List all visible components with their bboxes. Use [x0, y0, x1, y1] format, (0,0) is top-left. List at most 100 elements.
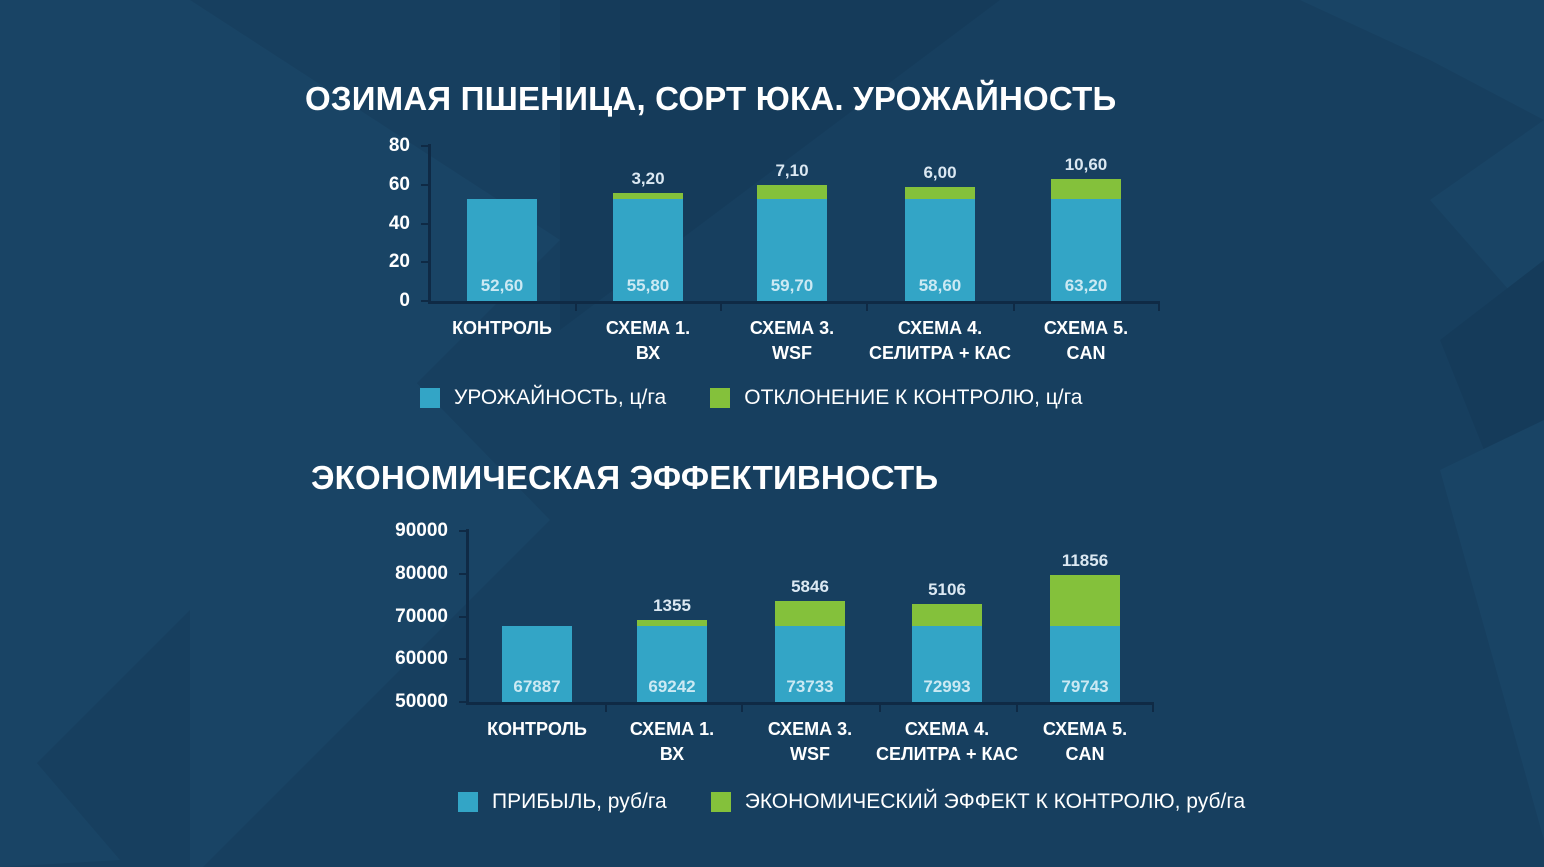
bar-segment-base: [467, 199, 537, 301]
bar-value-label: 55,80: [626, 275, 670, 295]
category-label: КОНТРОЛЬ: [437, 717, 637, 742]
bar-deviation-label: 5106: [928, 579, 966, 599]
category-label-line: СХЕМА 5.: [1042, 719, 1128, 739]
bar: 11856 79743: [1050, 551, 1120, 702]
bar-value-label: 69242: [648, 676, 696, 696]
category-label-line: СЕЛИТРА + КАС: [875, 744, 1019, 764]
legend-item-deviation: ОТКЛОНЕНИЕ К КОНТРОЛЮ, ц/га: [710, 386, 1082, 410]
bar-deviation-label: 3,20: [631, 168, 665, 188]
y-tick-label: 0: [399, 290, 410, 311]
y-tick-mark: [459, 615, 467, 618]
x-tick-mark: [1016, 704, 1018, 712]
bar-segment-base: [613, 199, 683, 301]
x-tick-mark: [1013, 303, 1015, 311]
category-label-line: CAN: [1066, 343, 1106, 363]
legend-label: УРОЖАЙНОСТЬ, ц/га: [454, 386, 667, 409]
legend-label: ЭКОНОМИЧЕСКИЙ ЭФФЕКТ К КОНТРОЛЮ, руб/га: [744, 790, 1246, 813]
x-axis: [466, 702, 1154, 705]
y-tick-label: 70000: [395, 605, 448, 627]
y-tick-label: 60000: [395, 648, 448, 670]
category-label-line: WSF: [772, 343, 812, 363]
category-label-line: CAN: [1065, 744, 1105, 764]
bar-segment-base: [775, 625, 845, 702]
category-label-line: СХЕМА 4.: [904, 719, 990, 739]
y-tick-label: 80: [388, 135, 410, 156]
bar: 7,10 59,70: [757, 161, 827, 301]
category-label-line: ВХ: [635, 343, 661, 363]
bar-segment-base: [1050, 625, 1120, 702]
bar-segment-deviation: [757, 185, 827, 200]
bar-value-label: 52,60: [480, 275, 524, 295]
bar-value-label: 59,70: [770, 275, 814, 295]
category-label: СХЕМА 5. CAN: [985, 717, 1185, 767]
y-tick-mark: [421, 222, 429, 225]
bar-value-label: 58,60: [918, 275, 962, 295]
bar-segment-base: [1051, 199, 1121, 301]
bar: 67887: [502, 625, 572, 702]
category-label: СХЕМА 3. WSF: [710, 717, 910, 767]
legend-item-profit: ПРИБЫЛЬ, руб/га: [458, 790, 667, 814]
y-tick-mark: [459, 658, 467, 661]
y-tick-label: 50000: [395, 691, 448, 712]
category-label-line: СЕЛИТРА + КАС: [868, 343, 1012, 363]
category-label-line: СХЕМА 3.: [767, 719, 853, 739]
x-tick-mark: [720, 303, 722, 311]
legend-label: ОТКЛОНЕНИЕ К КОНТРОЛЮ, ц/га: [744, 386, 1083, 409]
legend-label: ПРИБЫЛЬ, руб/га: [492, 790, 667, 813]
y-tick-mark: [459, 572, 467, 575]
category-label-line: СХЕМА 1.: [629, 719, 715, 739]
y-axis: [466, 529, 469, 704]
x-tick-mark: [575, 303, 577, 311]
bar-deviation-label: 11856: [1061, 550, 1109, 570]
bar-value-label: 67887: [513, 676, 561, 696]
legend-swatch-blue: [420, 388, 440, 408]
bar-value-label: 79743: [1061, 676, 1109, 696]
bar: 10,60 63,20: [1051, 155, 1121, 301]
bar-segment-deviation: [905, 187, 975, 200]
bar-deviation-label: 10,60: [1064, 154, 1108, 174]
category-label-line: ВХ: [659, 744, 685, 764]
legend-swatch-blue: [458, 792, 478, 812]
bar-deviation-label: 5846: [791, 576, 829, 596]
x-axis: [428, 301, 1160, 304]
bar: 3,20 55,80: [613, 169, 683, 301]
bar-segment-base: [905, 199, 975, 301]
bar-value-label: 72993: [923, 676, 971, 696]
legend-swatch-green: [710, 792, 731, 812]
category-label: СХЕМА 4. СЕЛИТРА + КАС: [840, 316, 1040, 366]
bar-segment-base: [637, 625, 707, 702]
legend-item-effect: ЭКОНОМИЧЕСКИЙ ЭФФЕКТ К КОНТРОЛЮ, руб/га: [710, 790, 1246, 814]
y-tick-mark: [459, 530, 467, 532]
category-label: СХЕМА 3. WSF: [692, 316, 892, 366]
category-label-line: КОНТРОЛЬ: [487, 719, 587, 739]
x-tick-mark: [1158, 303, 1160, 311]
bar-value-label: 63,20: [1064, 275, 1108, 295]
bar-segment-deviation: [637, 619, 707, 626]
bar-segment-base: [757, 199, 827, 301]
category-label-line: СХЕМА 5.: [1043, 318, 1129, 338]
y-tick-mark: [421, 261, 429, 264]
y-tick-mark: [421, 300, 429, 302]
legend-item-yield: УРОЖАЙНОСТЬ, ц/га: [420, 386, 666, 410]
bar: 1355 69242: [637, 596, 707, 702]
category-label: СХЕМА 1. ВХ: [548, 316, 748, 366]
category-label: СХЕМА 1. ВХ: [572, 717, 772, 767]
category-label: СХЕМА 5. CAN: [986, 316, 1186, 366]
yield-legend: УРОЖАЙНОСТЬ, ц/га ОТКЛОНЕНИЕ К КОНТРОЛЮ,…: [420, 386, 1126, 410]
chart-title-economic: ЭКОНОМИЧЕСКАЯ ЭФФЕКТИВНОСТЬ: [311, 459, 939, 496]
x-tick-mark: [1152, 704, 1154, 712]
bar: 52,60: [467, 199, 537, 301]
bar-value-label: 73733: [786, 676, 834, 696]
bar: 6,00 58,60: [905, 163, 975, 301]
bar: 5846 73733: [775, 577, 845, 702]
category-label-line: СХЕМА 3.: [749, 318, 835, 338]
bar-deviation-label: 7,10: [775, 161, 809, 181]
x-tick-mark: [741, 704, 743, 712]
y-tick-label: 20: [388, 251, 410, 273]
bar-segment-deviation: [613, 192, 683, 200]
category-label: СХЕМА 4. СЕЛИТРА + КАС: [847, 717, 1047, 767]
category-label-line: СХЕМА 1.: [605, 318, 691, 338]
bar-deviation-label: 6,00: [923, 163, 957, 183]
bar-segment-deviation: [775, 600, 845, 626]
